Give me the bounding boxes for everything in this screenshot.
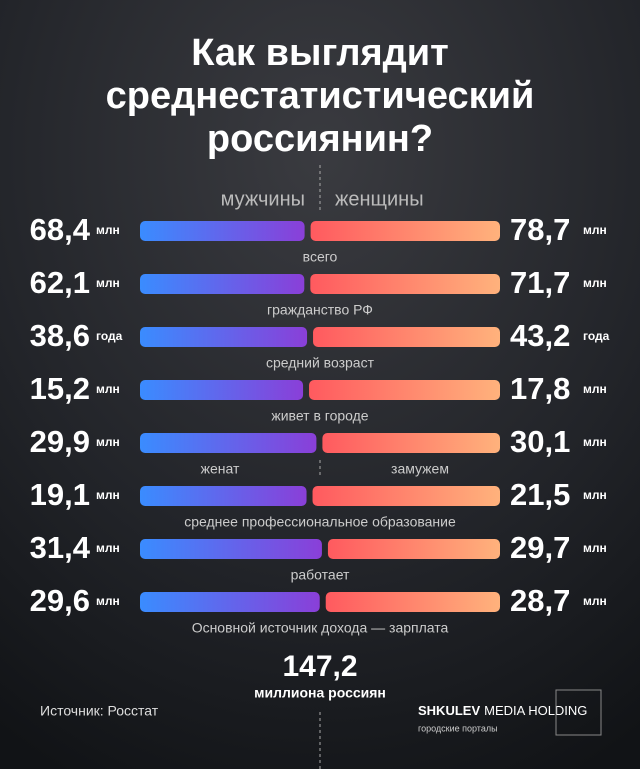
bar-women	[313, 327, 500, 347]
value-women: 17,8	[510, 371, 570, 406]
category-label: живет в городе	[271, 408, 368, 424]
unit-men: млн	[96, 223, 120, 237]
category-label: работает	[291, 567, 350, 583]
value-men: 15,2	[30, 371, 90, 406]
value-men: 29,9	[30, 424, 90, 459]
brand: SHKULEV MEDIA HOLDING	[418, 703, 587, 718]
value-men: 29,6	[30, 583, 90, 618]
unit-women: млн	[583, 488, 607, 502]
brand-sub: городские порталы	[418, 723, 498, 733]
bar-women	[309, 380, 500, 400]
total-caption: миллиона россиян	[254, 685, 386, 701]
value-women: 71,7	[510, 265, 570, 300]
bar-men	[140, 592, 320, 612]
unit-women: года	[583, 329, 610, 343]
value-women: 21,5	[510, 477, 570, 512]
bar-women	[322, 433, 500, 453]
legend-women: женщины	[335, 188, 424, 210]
bar-men	[140, 380, 304, 400]
value-women: 43,2	[510, 318, 570, 353]
value-women: 78,7	[510, 212, 570, 247]
value-women: 29,7	[510, 530, 570, 565]
unit-men: млн	[96, 541, 120, 555]
legend-men: мужчины	[221, 188, 305, 210]
bar-women	[327, 539, 500, 559]
value-men: 31,4	[30, 530, 91, 565]
value-men: 38,6	[30, 318, 90, 353]
value-men: 62,1	[30, 265, 90, 300]
unit-women: млн	[583, 382, 607, 396]
value-women: 30,1	[510, 424, 570, 459]
unit-women: млн	[583, 435, 607, 449]
unit-women: млн	[583, 223, 607, 237]
unit-women: млн	[583, 594, 607, 608]
value-women: 28,7	[510, 583, 570, 618]
value-men: 19,1	[30, 477, 90, 512]
bar-women	[310, 274, 500, 294]
value-men: 68,4	[30, 212, 91, 247]
category-label: Основной источник дохода — зарплата	[192, 620, 449, 636]
unit-men: млн	[96, 488, 120, 502]
title: среднестатистический	[106, 75, 535, 117]
bar-women	[325, 592, 500, 612]
bar-men	[140, 486, 307, 506]
bar-men	[140, 274, 305, 294]
unit-men: млн	[96, 276, 120, 290]
category-label: всего	[303, 249, 338, 265]
bar-men	[140, 221, 305, 241]
unit-men: млн	[96, 435, 120, 449]
brand-light: MEDIA HOLDING	[484, 703, 587, 718]
brand-bold: SHKULEV	[418, 703, 480, 718]
total: 147,2	[282, 650, 357, 683]
bar-men	[140, 433, 317, 453]
title: россиянин?	[207, 118, 433, 160]
unit-men: млн	[96, 382, 120, 396]
unit-women: млн	[583, 276, 607, 290]
category-label: среднее профессиональное образование	[184, 514, 456, 530]
source: Источник: Росстат	[40, 703, 159, 719]
title: Как выглядит	[191, 32, 448, 74]
bar-women	[312, 486, 500, 506]
bar-men	[140, 539, 322, 559]
bar-women	[310, 221, 500, 241]
unit-men: млн	[96, 594, 120, 608]
category-label: средний возраст	[266, 355, 375, 371]
unit-women: млн	[583, 541, 607, 555]
category-label: гражданство РФ	[267, 302, 373, 318]
split-label: замужем	[391, 461, 449, 477]
brand-frame	[555, 689, 602, 736]
unit-men: года	[96, 329, 123, 343]
bar-men	[140, 327, 308, 347]
split-label: женат	[201, 461, 240, 477]
